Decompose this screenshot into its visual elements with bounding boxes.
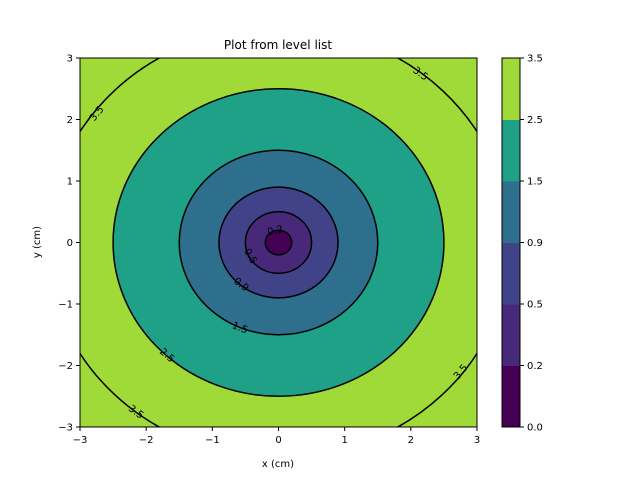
contour-label: 0.2 — [266, 224, 284, 238]
x-tick-label: 1 — [341, 435, 347, 446]
colorbar-tick-label: 1.5 — [527, 177, 543, 188]
x-tick-label: 3 — [474, 435, 480, 446]
x-tick-label: −2 — [139, 435, 154, 446]
y-tick-label: 2 — [67, 115, 73, 126]
contour-band — [265, 230, 292, 255]
colorbar-tick-label: 0.2 — [527, 361, 543, 372]
chart-title: Plot from level list — [224, 38, 332, 52]
colorbar-tick-label: 3.5 — [527, 54, 543, 65]
colorbar-tick-label: 0.5 — [527, 300, 543, 311]
contour-line — [178, 149, 379, 336]
colorbar-band — [502, 181, 520, 243]
y-axis-ticks: −3 −2 −1 0 1 2 3 — [58, 54, 80, 434]
y-tick-label: −1 — [58, 300, 73, 311]
x-tick-label: 0 — [275, 435, 281, 446]
y-tick-label: 1 — [67, 177, 73, 188]
colorbar-tick-label: 0.0 — [527, 423, 543, 434]
contour-lines — [80, 58, 477, 427]
y-tick-label: 3 — [67, 54, 73, 65]
contour-fill-bands — [80, 58, 477, 427]
colorbar-band — [502, 119, 520, 182]
contour-label: 1.5 — [230, 320, 249, 336]
x-tick-label: 2 — [408, 435, 414, 446]
y-tick-label: −2 — [58, 361, 73, 372]
x-axis-label: x (cm) — [262, 459, 294, 470]
x-tick-label: −1 — [205, 435, 220, 446]
colorbar-band — [502, 304, 520, 366]
contour-line — [112, 88, 445, 397]
y-tick-label: 0 — [67, 238, 73, 249]
contour-line — [264, 229, 293, 256]
colorbar: 0.0 0.2 0.5 0.9 1.5 2.5 3.5 — [501, 54, 543, 434]
colorbar-tick-label: 0.9 — [527, 238, 543, 249]
colorbar-band — [502, 242, 520, 305]
x-tick-label: −3 — [73, 435, 88, 446]
colorbar-band — [502, 365, 520, 428]
colorbar-band — [502, 58, 520, 120]
x-axis-ticks: −3 −2 −1 0 1 2 3 — [73, 427, 480, 446]
colorbar-tick-label: 2.5 — [527, 115, 543, 126]
contour-line — [218, 186, 339, 299]
contour-line — [244, 211, 313, 274]
y-axis-label: y (cm) — [32, 226, 43, 258]
y-tick-label: −3 — [58, 423, 73, 434]
